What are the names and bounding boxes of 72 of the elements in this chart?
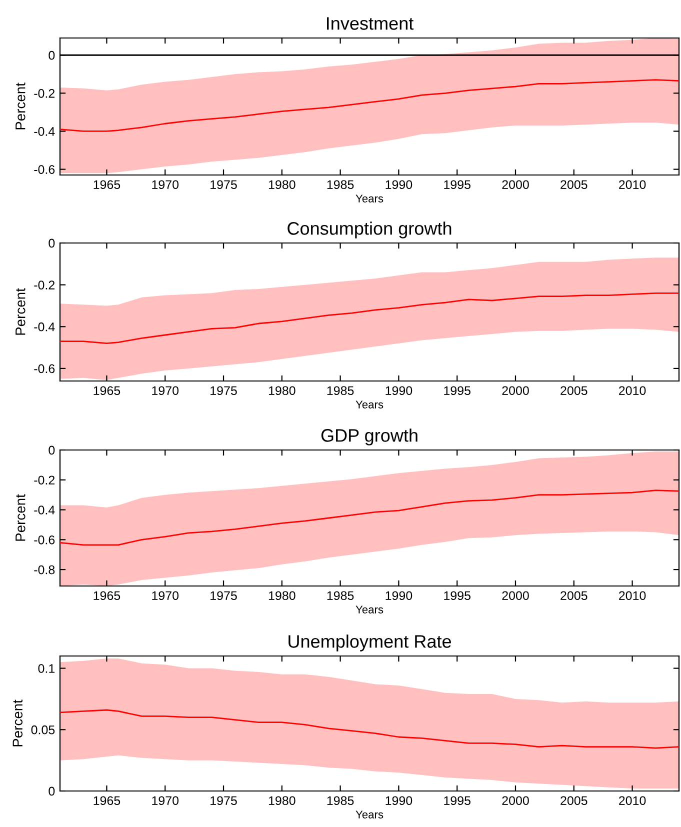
x-tick-label: 1965 — [94, 180, 120, 190]
chart-title: GDP growth — [321, 428, 418, 446]
x-tick-label: 1975 — [210, 591, 237, 600]
x-axis-title: Years — [356, 400, 384, 408]
x-tick-label: 2000 — [502, 386, 529, 396]
line-series — [60, 490, 679, 546]
line-series — [60, 709, 679, 749]
x-tick-label: 1965 — [94, 591, 120, 600]
x-tick-label: 2005 — [560, 386, 588, 396]
y-tick-label: -0.2 — [34, 476, 55, 485]
y-tick-label: -0.6 — [34, 165, 55, 174]
y-tick-label: 0 — [48, 786, 55, 796]
x-tick-label: 1975 — [210, 796, 237, 806]
y-tick-label: 0.1 — [38, 664, 55, 673]
chart-title: Unemployment Rate — [288, 634, 451, 652]
y-tick-label: -0.6 — [34, 364, 55, 374]
x-axis-title: Years — [356, 194, 384, 202]
y-axis-title: Percent — [16, 82, 26, 130]
x-axis-title: Years — [356, 810, 384, 818]
y-tick-label: -0.6 — [34, 535, 55, 544]
x-tick-label: 1980 — [268, 386, 296, 396]
x-tick-label: 1990 — [386, 180, 412, 190]
y-tick-label: 0 — [48, 446, 55, 455]
y-tick-label: -0.2 — [34, 88, 55, 98]
y-tick-label: 0 — [48, 238, 55, 248]
x-tick-label: 1965 — [94, 796, 120, 806]
x-tick-label: 1975 — [210, 386, 237, 396]
x-tick-label: 1980 — [268, 180, 296, 190]
x-tick-label: 2000 — [502, 591, 529, 600]
line-series — [60, 79, 679, 132]
x-tick-label: 2005 — [560, 180, 588, 190]
x-tick-label: 1970 — [152, 796, 179, 806]
line-series — [60, 292, 679, 344]
x-tick-label: 1970 — [152, 591, 179, 600]
x-tick-label: 1990 — [386, 591, 412, 600]
x-tick-label: 2005 — [560, 796, 588, 806]
y-tick-label: -0.8 — [34, 565, 55, 574]
x-tick-label: 1985 — [327, 386, 354, 396]
y-tick-label: -0.4 — [34, 506, 55, 514]
x-tick-label: 2010 — [619, 180, 646, 190]
x-tick-label: 1985 — [327, 796, 354, 806]
x-tick-label: 1995 — [444, 386, 470, 396]
x-tick-label: 1995 — [444, 180, 470, 190]
x-tick-label: 1970 — [152, 180, 179, 190]
x-tick-label: 1975 — [210, 180, 237, 190]
y-tick-label: -0.2 — [34, 280, 55, 290]
y-axis-title: Percent — [16, 288, 26, 335]
y-tick-label: -0.4 — [34, 322, 55, 332]
x-tick-label: 2010 — [619, 591, 646, 600]
x-tick-label: 2010 — [619, 796, 646, 806]
x-tick-label: 1965 — [94, 386, 120, 396]
x-tick-label: 1990 — [386, 386, 412, 396]
x-tick-label: 1970 — [152, 386, 179, 396]
y-axis-title: Percent — [12, 700, 23, 746]
x-tick-label: 2005 — [560, 591, 588, 600]
x-tick-label: 1995 — [444, 591, 470, 600]
x-tick-label: 1990 — [386, 796, 412, 806]
y-tick-label: -0.4 — [34, 127, 55, 136]
x-tick-label: 2000 — [502, 796, 529, 806]
x-tick-label: 2000 — [502, 180, 529, 190]
x-tick-label: 1985 — [327, 180, 354, 190]
chart-title: Investment — [327, 17, 414, 30]
y-axis-title: Percent — [16, 494, 26, 541]
y-tick-label: 0.05 — [31, 725, 55, 734]
y-tick-label: 0 — [48, 50, 55, 60]
x-tick-label: 1985 — [327, 591, 354, 600]
x-tick-label: 1980 — [268, 796, 296, 806]
x-axis-title: Years — [356, 606, 384, 614]
chart-title: Consumption growth — [288, 222, 452, 238]
x-tick-label: 1995 — [444, 796, 470, 806]
x-tick-label: 2010 — [619, 386, 646, 396]
x-tick-label: 1980 — [268, 591, 296, 600]
